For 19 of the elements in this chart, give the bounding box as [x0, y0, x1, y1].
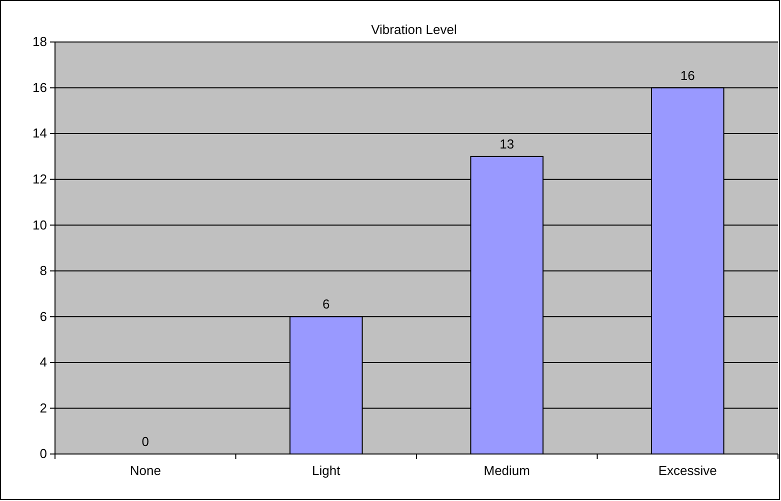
x-tick-label: Excessive: [658, 463, 717, 478]
data-label: 6: [322, 296, 330, 312]
y-tick-label: 16: [32, 80, 47, 95]
y-tick-label: 4: [40, 354, 47, 370]
data-label: 16: [680, 68, 695, 83]
data-label: 0: [142, 434, 149, 449]
x-tick-label: Medium: [484, 463, 530, 478]
y-tick-label: 0: [40, 446, 47, 462]
data-label: 13: [500, 136, 514, 152]
y-tick-label: 8: [40, 263, 47, 278]
y-tick-label: 12: [32, 171, 47, 186]
x-tick-label: None: [130, 463, 161, 478]
y-tick-label: 6: [40, 308, 47, 324]
y-tick-label: 18: [32, 34, 47, 50]
x-tick-label: Light: [312, 463, 341, 478]
y-tick-label: 14: [32, 126, 47, 141]
y-tick-label: 2: [40, 400, 47, 416]
y-tick-label: 10: [32, 217, 47, 232]
chart-title: Vibration Level: [371, 22, 457, 37]
